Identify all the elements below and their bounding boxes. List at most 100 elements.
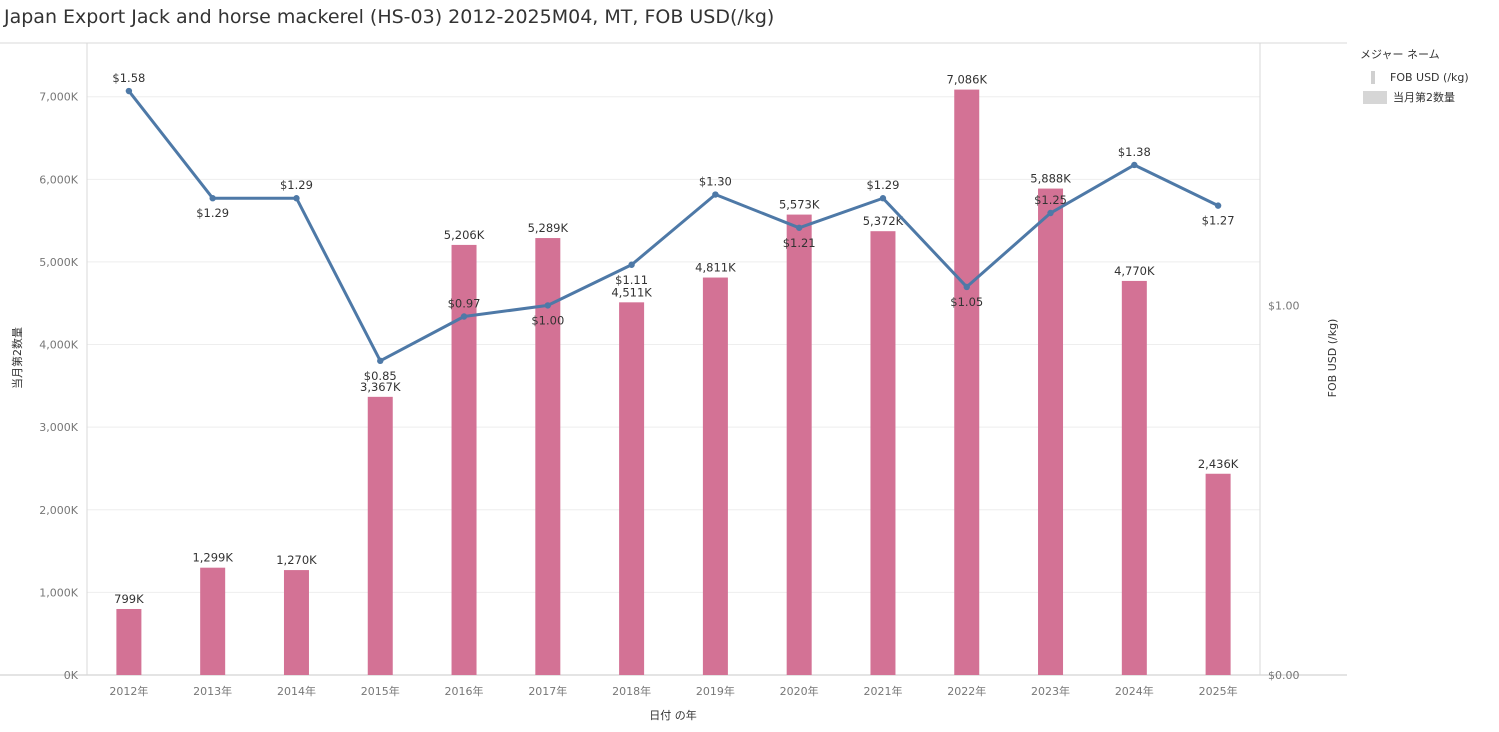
line-data-label: $1.00 bbox=[531, 313, 564, 327]
y-tick-label: 4,000K bbox=[39, 339, 78, 352]
bar bbox=[1038, 188, 1064, 675]
line-point bbox=[209, 195, 216, 202]
left-axis-ticks: 0K 1,000K 2,000K 3,000K 4,000K 5,000K 6,000K 7,… bbox=[39, 91, 78, 682]
line-data-label: $1.25 bbox=[1034, 193, 1067, 207]
grid-lines bbox=[87, 96, 1260, 593]
line-series bbox=[125, 87, 1222, 365]
line-data-labels: $1.58 $1.29 $1.29 $0.85 $0.97 $1.00 $1.11 $1.30… bbox=[112, 71, 1234, 383]
bar-data-label: 1,299K bbox=[192, 551, 233, 565]
x-tick-label: 2019年 bbox=[696, 684, 735, 698]
bar-data-label: 4,770K bbox=[1114, 264, 1155, 278]
bar-data-label: 5,372K bbox=[863, 214, 904, 228]
y2-axis-title: FOB USD (/kg) bbox=[1326, 319, 1339, 398]
bar-data-label: 1,270K bbox=[276, 553, 317, 567]
line-data-label: $1.29 bbox=[866, 178, 899, 192]
line-data-label: $1.05 bbox=[950, 295, 983, 309]
line-data-label: $1.21 bbox=[783, 236, 816, 250]
legend-item-line[interactable]: FOB USD (/kg) bbox=[1360, 67, 1469, 87]
x-tick-label: 2017年 bbox=[528, 684, 567, 698]
line-data-label: $1.58 bbox=[112, 71, 145, 85]
line-data-label: $1.27 bbox=[1202, 214, 1235, 228]
y2-tick-label: $0.00 bbox=[1268, 669, 1300, 682]
x-tick-label: 2020年 bbox=[780, 684, 819, 698]
y-tick-label: 5,000K bbox=[39, 256, 78, 269]
bar-data-label: 7,086K bbox=[947, 73, 988, 87]
line-data-label: $0.97 bbox=[448, 296, 481, 310]
right-axis-ticks: $0.00 $1.00 bbox=[1268, 299, 1300, 682]
bar-data-label: 5,289K bbox=[528, 221, 569, 235]
bar bbox=[1205, 473, 1231, 675]
x-axis-ticks: 2012年 2013年 2014年 2015年 2016年 2017年 2018年 2019年… bbox=[109, 684, 1237, 698]
x-tick-label: 2023年 bbox=[1031, 684, 1070, 698]
line-point bbox=[628, 261, 635, 268]
legend-title: メジャー ネーム bbox=[1360, 48, 1440, 61]
line-point bbox=[795, 224, 803, 231]
price-line bbox=[127, 90, 1219, 363]
legend: メジャー ネーム FOB USD (/kg) 当月第2数量 bbox=[1360, 46, 1469, 107]
bar-data-labels: 799K 1,299K 1,270K 3,367K 5,206K 5,289K 4,511K… bbox=[114, 73, 1239, 606]
line-point bbox=[1131, 161, 1138, 169]
x-tick-label: 2016年 bbox=[445, 684, 484, 698]
x-tick-label: 2024年 bbox=[1115, 684, 1154, 698]
line-point bbox=[712, 191, 719, 198]
bar-data-label: 5,206K bbox=[444, 228, 485, 242]
bar bbox=[116, 608, 142, 675]
y-tick-label: 3,000K bbox=[39, 421, 78, 434]
legend-label: FOB USD (/kg) bbox=[1390, 70, 1469, 84]
y-tick-label: 7,000K bbox=[39, 91, 78, 104]
x-tick-label: 2012年 bbox=[109, 684, 148, 698]
bar-data-label: 2,436K bbox=[1198, 457, 1239, 471]
chart-title: Japan Export Jack and horse mackerel (HS… bbox=[4, 6, 775, 28]
line-point bbox=[879, 195, 887, 202]
line-point bbox=[377, 357, 384, 365]
x-tick-label: 2013年 bbox=[193, 684, 232, 698]
bar bbox=[1121, 280, 1147, 675]
combo-chart: 0K 1,000K 2,000K 3,000K 4,000K 5,000K 6,000K 7,… bbox=[0, 42, 1347, 722]
bar bbox=[283, 570, 309, 675]
y-tick-label: 1,000K bbox=[39, 586, 78, 599]
x-tick-label: 2018年 bbox=[612, 684, 651, 698]
y-tick-label: 2,000K bbox=[39, 504, 78, 517]
line-swatch-icon bbox=[1371, 70, 1375, 84]
line-point bbox=[544, 302, 552, 309]
bar-data-label: 5,888K bbox=[1030, 172, 1071, 186]
line-data-label: $1.29 bbox=[196, 206, 229, 220]
line-data-label: $1.11 bbox=[615, 273, 648, 287]
line-point bbox=[125, 87, 133, 95]
x-tick-label: 2022年 bbox=[947, 684, 986, 698]
x-tick-label: 2025年 bbox=[1199, 684, 1238, 698]
line-data-label: $1.38 bbox=[1118, 145, 1151, 159]
bar bbox=[870, 231, 896, 675]
y2-tick-label: $1.00 bbox=[1268, 299, 1300, 312]
bar-swatch-icon bbox=[1363, 90, 1387, 104]
bar bbox=[200, 567, 226, 675]
line-data-label: $1.29 bbox=[280, 178, 313, 192]
x-axis-title: 日付 の年 bbox=[649, 708, 697, 722]
bar-data-label: 3,367K bbox=[360, 380, 401, 394]
x-tick-label: 2015年 bbox=[361, 684, 400, 698]
line-point bbox=[963, 283, 970, 291]
bar-data-label: 799K bbox=[114, 592, 144, 606]
legend-label: 当月第2数量 bbox=[1393, 91, 1455, 104]
bar bbox=[535, 238, 561, 675]
line-point bbox=[1047, 209, 1054, 217]
bar bbox=[702, 277, 728, 675]
line-point bbox=[460, 313, 468, 320]
y-tick-label: 6,000K bbox=[39, 173, 78, 186]
bar bbox=[619, 302, 645, 675]
line-data-label: $1.30 bbox=[699, 175, 732, 189]
x-tick-label: 2014年 bbox=[277, 684, 316, 698]
bar-series bbox=[116, 89, 1231, 676]
bar-data-label: 5,573K bbox=[779, 198, 820, 212]
line-point bbox=[1214, 202, 1222, 209]
y-axis-title: 当月第2数量 bbox=[10, 327, 24, 389]
bar-data-label: 4,511K bbox=[611, 285, 652, 299]
legend-item-bar[interactable]: 当月第2数量 bbox=[1360, 87, 1469, 107]
line-data-label: $0.85 bbox=[364, 369, 397, 383]
bar bbox=[367, 396, 393, 675]
y-tick-label: 0K bbox=[64, 669, 79, 682]
bar bbox=[954, 89, 980, 676]
bar-data-label: 4,811K bbox=[695, 261, 736, 275]
x-tick-label: 2021年 bbox=[863, 684, 902, 698]
line-point bbox=[293, 195, 300, 202]
